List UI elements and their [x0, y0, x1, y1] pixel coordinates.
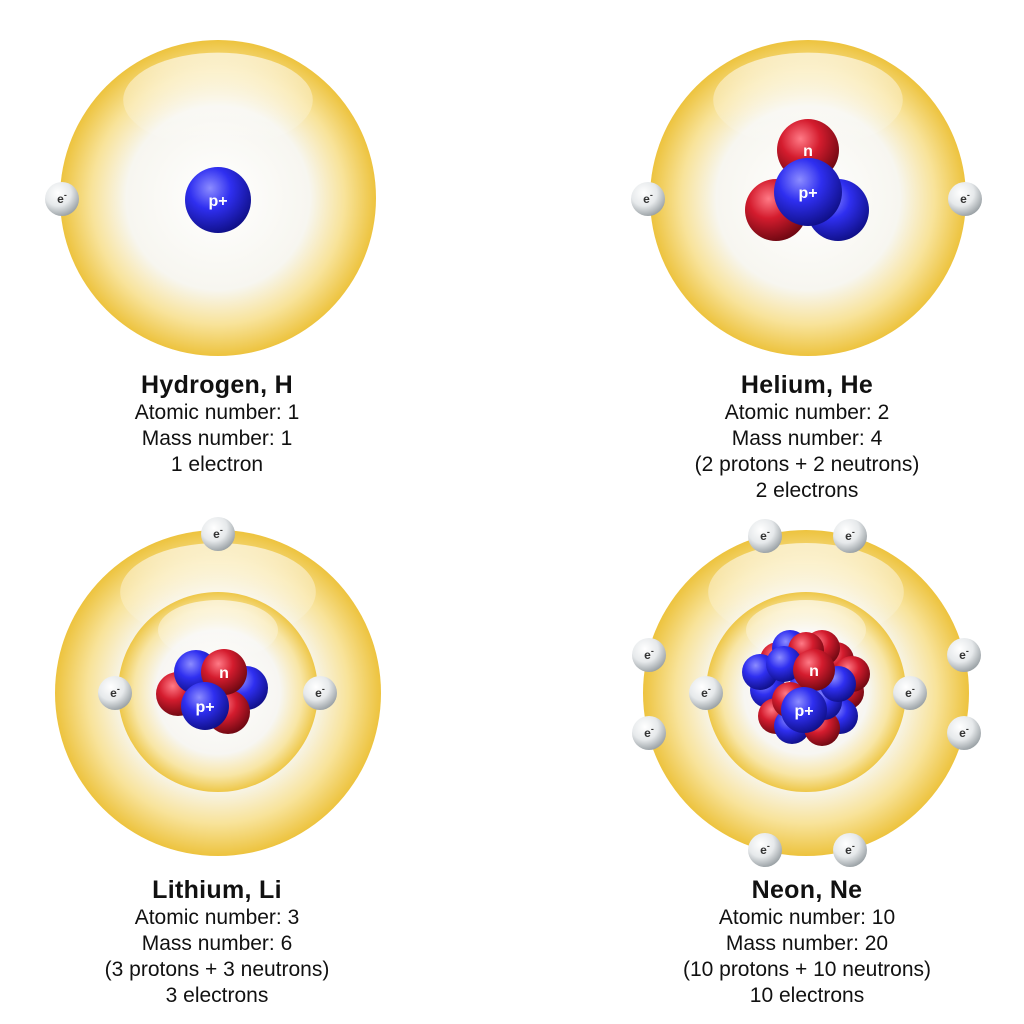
electron-symbol: e- — [905, 684, 915, 700]
electron-symbol: e- — [760, 841, 770, 857]
helium-title: Helium, He — [740, 371, 874, 399]
hydrogen-title: Hydrogen, H — [141, 371, 293, 399]
neon-neutron: n — [793, 649, 835, 691]
proton-symbol: p+ — [208, 193, 227, 210]
hydrogen-label: Hydrogen, H Atomic number: 1 Mass number… — [77, 370, 357, 478]
electron-symbol: e- — [315, 684, 325, 700]
neon-electrons: 10 electrons — [749, 984, 865, 1007]
electron-symbol: e- — [701, 684, 711, 700]
lithium-nucleus: n p+ — [156, 649, 268, 734]
neutron-symbol: n — [803, 143, 813, 160]
proton-symbol: p+ — [794, 703, 813, 720]
lithium-mass-number: Mass number: 6 — [141, 932, 293, 955]
neon-atomic-number: Atomic number: 10 — [718, 906, 896, 929]
neon-electron: e- — [748, 519, 782, 553]
neon-electron: e- — [947, 638, 981, 672]
hydrogen-mass-number: Mass number: 1 — [141, 427, 293, 450]
hydrogen-electron: e- — [45, 182, 79, 216]
neon-electron: e- — [833, 519, 867, 553]
electron-symbol: e- — [644, 724, 654, 740]
neon-electron: e- — [893, 676, 927, 710]
neon-title: Neon, Ne — [751, 876, 863, 904]
neon-electron: e- — [632, 716, 666, 750]
neon-composition: (10 protons + 10 neutrons) — [682, 958, 932, 981]
electron-symbol: e- — [644, 646, 654, 662]
lithium-title: Lithium, Li — [152, 876, 282, 904]
neutron-symbol: n — [809, 663, 819, 680]
electron-symbol: e- — [643, 190, 653, 206]
neutron-symbol: n — [219, 665, 229, 682]
helium-composition: (2 protons + 2 neutrons) — [694, 453, 920, 476]
electron-symbol: e- — [845, 841, 855, 857]
hydrogen-atomic-number: Atomic number: 1 — [134, 401, 300, 424]
helium-nucleus: n p+ — [745, 119, 869, 241]
neon-nucleus: n p+ — [742, 630, 870, 746]
lithium-electron: e- — [303, 676, 337, 710]
helium-mass-number: Mass number: 4 — [731, 427, 883, 450]
neon-proton: p+ — [781, 687, 827, 733]
proton-symbol: p+ — [798, 185, 817, 202]
electron-symbol: e- — [959, 724, 969, 740]
lithium-proton: p+ — [181, 682, 229, 730]
proton-symbol: p+ — [195, 699, 214, 716]
lithium-label: Lithium, Li Atomic number: 3 Mass number… — [57, 875, 377, 1009]
hydrogen-proton: p+ — [185, 167, 251, 233]
neon-electron: e- — [833, 833, 867, 867]
electron-symbol: e- — [845, 527, 855, 543]
neon-electron: e- — [748, 833, 782, 867]
electron-symbol: e- — [110, 684, 120, 700]
neon-electron: e- — [689, 676, 723, 710]
helium-electron: e- — [631, 182, 665, 216]
helium-atomic-number: Atomic number: 2 — [724, 401, 890, 424]
lithium-composition: (3 protons + 3 neutrons) — [104, 958, 330, 981]
lithium-electron: e- — [201, 517, 235, 551]
neon-electron: e- — [632, 638, 666, 672]
electron-symbol: e- — [213, 525, 223, 541]
helium-electrons: 2 electrons — [755, 479, 859, 502]
helium-electron: e- — [948, 182, 982, 216]
neon-label: Neon, Ne Atomic number: 10 Mass number: … — [632, 875, 982, 1009]
neon-proton — [766, 646, 802, 682]
lithium-electron: e- — [98, 676, 132, 710]
electron-symbol: e- — [57, 190, 67, 206]
lithium-atomic-number: Atomic number: 3 — [134, 906, 300, 929]
hydrogen-electrons: 1 electron — [170, 453, 264, 476]
electron-symbol: e- — [960, 190, 970, 206]
helium-label: Helium, He Atomic number: 2 Mass number:… — [647, 370, 967, 504]
electron-symbol: e- — [959, 646, 969, 662]
neon-electron: e- — [947, 716, 981, 750]
helium-proton: p+ — [774, 158, 842, 226]
lithium-electrons: 3 electrons — [165, 984, 269, 1007]
neon-mass-number: Mass number: 20 — [725, 932, 889, 955]
electron-symbol: e- — [760, 527, 770, 543]
